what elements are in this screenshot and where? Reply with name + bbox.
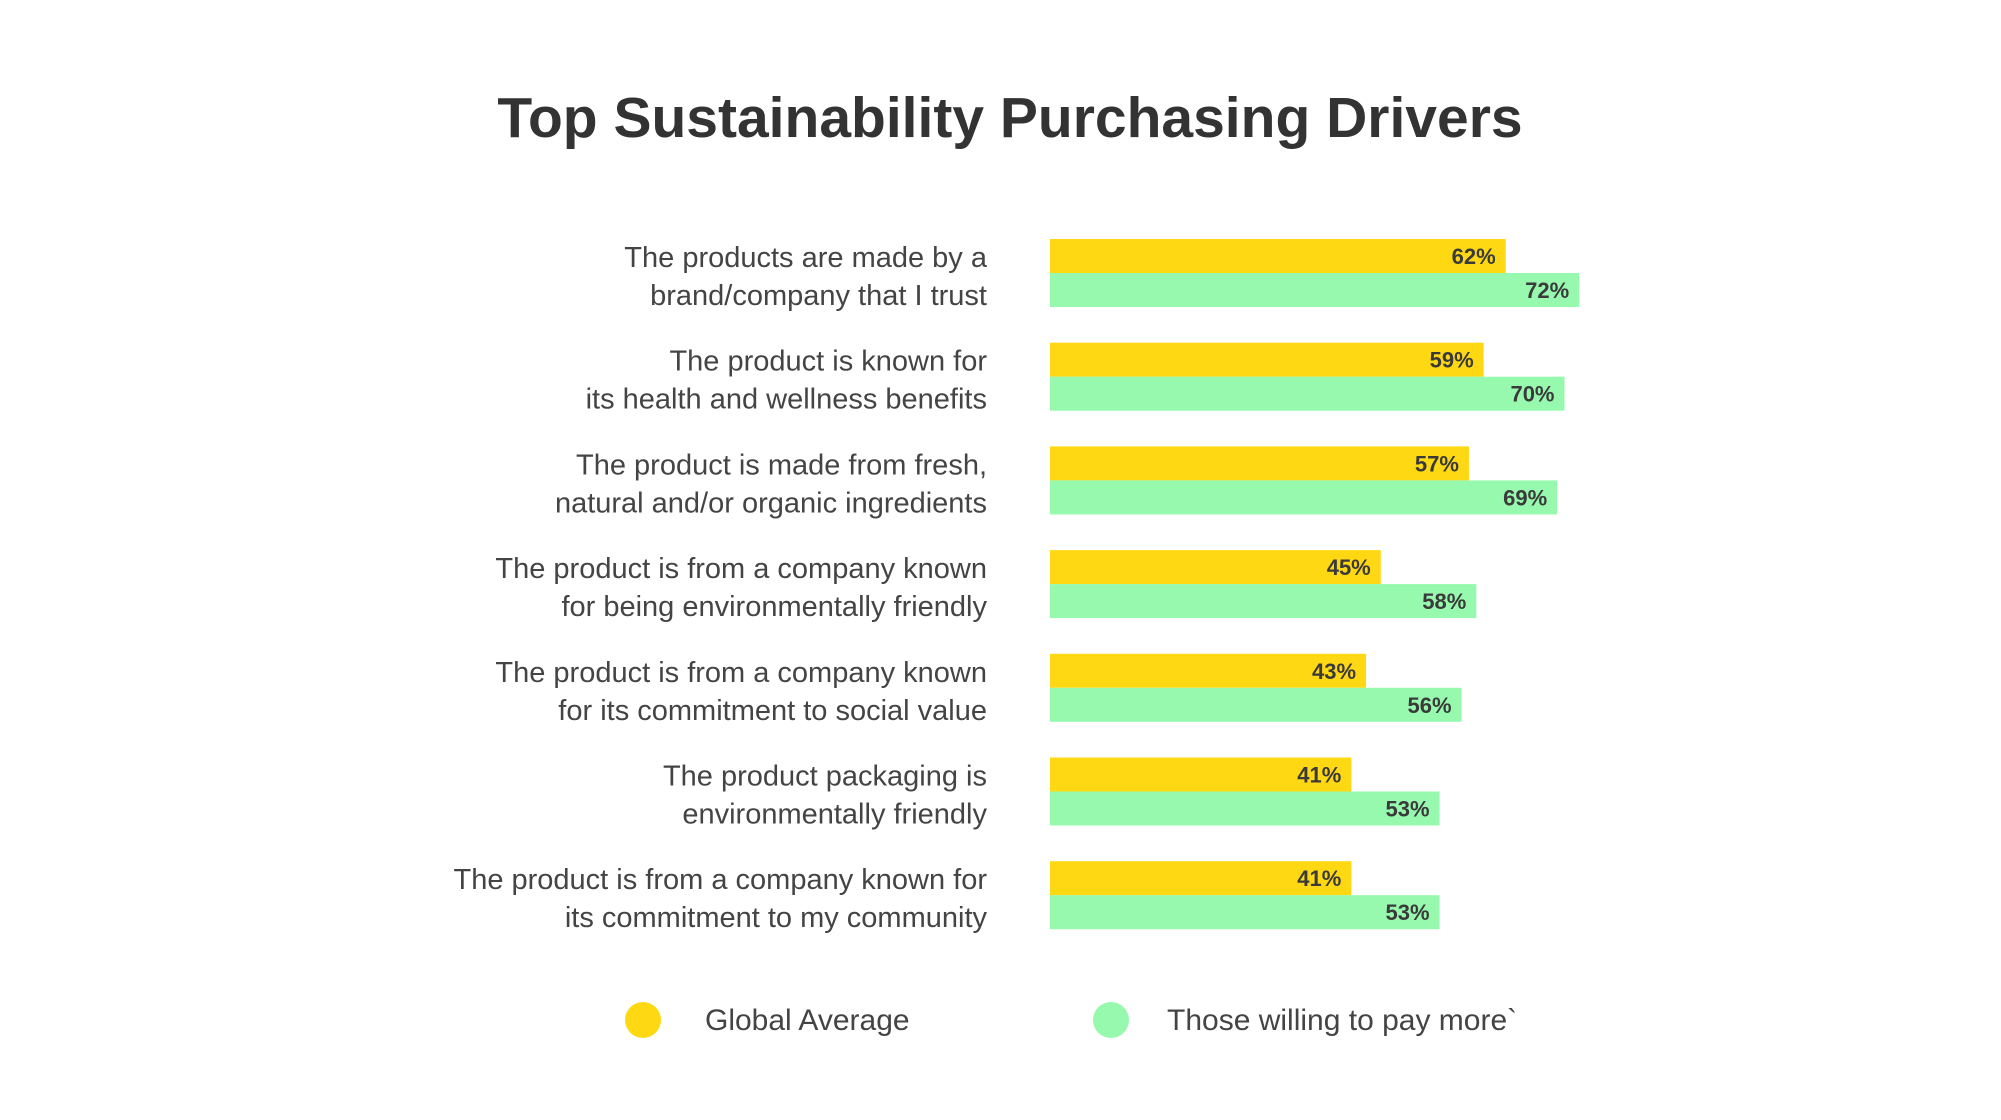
bar-willing-to-pay-more [1050, 791, 1440, 826]
bar-willing-to-pay-more [1050, 273, 1580, 307]
legend: Global Average Those willing to pay more` [625, 1002, 1517, 1038]
category-label: brand/company that I trust [650, 280, 987, 312]
data-label: 70% [1510, 382, 1554, 407]
bar-willing-to-pay-more [1050, 480, 1558, 515]
category-label: for its commitment to social value [558, 695, 987, 727]
data-label: 58% [1422, 589, 1466, 614]
bar-global-average [1050, 653, 1367, 688]
data-label: 45% [1327, 555, 1371, 580]
data-label: 72% [1525, 278, 1569, 303]
data-label: 41% [1297, 763, 1341, 788]
category-label: its health and wellness benefits [586, 384, 987, 416]
category-label: The product is made from fresh, [576, 449, 987, 481]
category-label: The product is from a company known [495, 553, 987, 585]
bar-global-average [1050, 342, 1484, 377]
data-label: 69% [1503, 485, 1547, 510]
data-label: 57% [1415, 451, 1459, 476]
category-label: its commitment to my community [565, 902, 988, 934]
legend-marker-global-average [625, 1002, 661, 1038]
bar-global-average [1050, 757, 1352, 792]
data-label: 41% [1297, 866, 1341, 891]
category-label: The product packaging is [663, 761, 987, 793]
bar-global-average [1050, 446, 1469, 481]
bar-willing-to-pay-more [1050, 687, 1462, 722]
category-label: The product is from a company known for [453, 864, 987, 896]
category-label: The products are made by a [624, 242, 988, 274]
category-label: The product is known for [669, 346, 987, 378]
category-label: environmentally friendly [682, 799, 987, 831]
bar-willing-to-pay-more [1050, 376, 1565, 411]
bar-global-average [1050, 861, 1352, 896]
legend-label-global-average: Global Average [705, 1004, 910, 1037]
bar-global-average [1050, 239, 1506, 273]
bars-group: 62% 72% 59% 70% 57% 69% 45% 58% 43% 56% 41% 53% 41% 5… [1050, 239, 1580, 930]
data-label: 62% [1452, 244, 1496, 269]
data-label: 53% [1386, 797, 1430, 822]
data-label: 56% [1408, 693, 1452, 718]
chart-title: Top Sustainability Purchasing Drivers [497, 86, 1522, 150]
legend-label-willing-to-pay-more: Those willing to pay more` [1167, 1004, 1517, 1037]
category-label: The product is from a company known [495, 657, 987, 689]
category-label: for being environmentally friendly [561, 591, 987, 623]
bar-global-average [1050, 550, 1381, 585]
category-label: natural and/or organic ingredients [555, 487, 987, 519]
category-labels-group: The products are made by a brand/company … [453, 242, 987, 934]
legend-marker-willing-to-pay-more [1093, 1002, 1129, 1038]
bar-willing-to-pay-more [1050, 584, 1477, 619]
data-label: 59% [1430, 348, 1474, 373]
data-label: 53% [1386, 900, 1430, 925]
bar-willing-to-pay-more [1050, 895, 1440, 930]
data-label: 43% [1312, 659, 1356, 684]
